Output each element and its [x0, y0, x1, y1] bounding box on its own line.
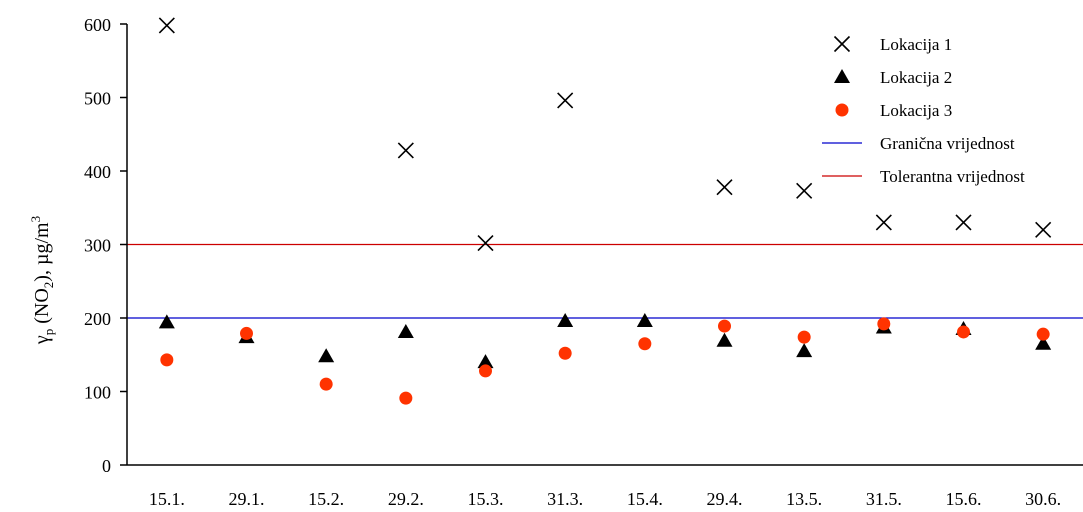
y-axis-label: γp (NO2), µg/m3 — [28, 216, 56, 345]
data-point-series-3 — [1036, 327, 1050, 341]
x-tick-label: 15.4. — [627, 489, 663, 509]
data-point-series-2 — [397, 323, 414, 338]
legend-marker-swatch — [834, 69, 850, 83]
legend: Lokacija 1 Lokacija 2 Lokacija 3 Granična v… — [822, 35, 1025, 186]
data-point-series-3 — [558, 346, 572, 360]
x-tick-label: 13.5. — [786, 489, 822, 509]
data-point-series-1 — [1035, 221, 1052, 238]
data-point-series-1 — [796, 182, 813, 199]
legend-marker-swatch — [833, 35, 851, 53]
x-tick-label: 15.2. — [308, 489, 344, 509]
data-point-series-1 — [397, 142, 414, 159]
x-tick-label: 30.6. — [1025, 489, 1061, 509]
data-point-series-2 — [796, 343, 813, 358]
x-tick-label: 31.5. — [866, 489, 902, 509]
data-point-series-2 — [557, 312, 574, 327]
y-tick-label: 400 — [84, 162, 111, 182]
data-point-series-2 — [716, 332, 733, 347]
legend-marker-swatch — [835, 103, 849, 117]
data-point-series-1 — [875, 214, 892, 231]
x-tick-label: 29.1. — [229, 489, 265, 509]
plot-area: 0 100 200 300 400 500 600 15.1. 29.1. 15.2. 29.2. 1… — [84, 15, 1083, 509]
y-tick-label: 500 — [84, 89, 111, 109]
data-point-series-3 — [399, 391, 413, 405]
x-tick-label: 29.2. — [388, 489, 424, 509]
data-point-series-2 — [1035, 335, 1052, 350]
data-point-series-3 — [319, 377, 333, 391]
x-tick-label: 31.3. — [547, 489, 583, 509]
x-tick-label: 15.6. — [946, 489, 982, 509]
data-point-series-2 — [636, 312, 653, 327]
y-tick-label: 100 — [84, 383, 111, 403]
data-point-series-1 — [716, 179, 733, 196]
x-tick-label: 15.3. — [468, 489, 504, 509]
data-point-series-1 — [477, 234, 494, 252]
data-point-series-3 — [638, 337, 652, 351]
data-point-series-3 — [240, 326, 253, 340]
legend-label: Lokacija 2 — [880, 68, 952, 87]
data-point-series-3 — [718, 319, 731, 333]
legend-label: Lokacija 3 — [880, 101, 952, 120]
data-point-series-3 — [957, 325, 970, 339]
data-point-series-3 — [479, 364, 492, 378]
data-point-series-1 — [955, 214, 972, 231]
data-point-series-3 — [877, 317, 891, 331]
data-point-series-1 — [158, 17, 175, 34]
y-tick-label: 600 — [84, 15, 111, 35]
x-tick-label: 29.4. — [707, 489, 743, 509]
legend-label: Lokacija 1 — [880, 35, 952, 54]
y-tick-label: 300 — [84, 236, 111, 256]
legend-label: Tolerantna vrijednost — [880, 167, 1025, 186]
y-tick-label: 0 — [102, 456, 111, 476]
data-point-series-3 — [160, 353, 174, 367]
data-point-series-3 — [797, 330, 811, 344]
x-tick-label: 15.1. — [149, 489, 185, 509]
data-point-series-2 — [158, 314, 175, 329]
data-point-series-1 — [557, 92, 574, 109]
legend-label: Granična vrijednost — [880, 134, 1015, 153]
data-point-series-2 — [318, 348, 335, 363]
data-point-series-2 — [477, 354, 494, 369]
y-tick-label: 200 — [84, 309, 111, 329]
